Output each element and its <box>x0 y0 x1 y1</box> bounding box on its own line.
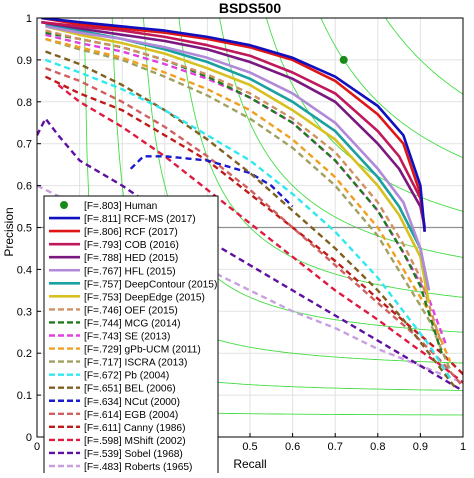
x-axis-label: Recall <box>233 457 266 471</box>
legend-label: [F=.746] OEF (2015) <box>84 305 178 316</box>
series-line <box>129 155 294 208</box>
legend-label: [F=.483] Roberts (1965) <box>84 462 192 473</box>
legend-label: [F=.614] EGB (2004) <box>84 410 178 421</box>
chart-title: BSDS500 <box>219 0 281 16</box>
legend-marker <box>60 201 68 209</box>
y-tick-label: 0.6 <box>17 181 32 193</box>
iso-f-curve <box>178 18 463 298</box>
legend-label: [F=.793] COB (2016) <box>84 240 179 251</box>
legend-label: [F=.806] RCF (2017) <box>84 227 178 238</box>
x-tick-label: 0.5 <box>242 441 257 453</box>
series-line <box>41 20 426 228</box>
series-line <box>41 18 426 232</box>
x-tick-label: 0.9 <box>413 441 428 453</box>
series-line <box>45 25 431 304</box>
legend-label: [F=.634] NCut (2000) <box>84 397 180 408</box>
legend-label: [F=.757] DeepContour (2015) <box>84 279 217 290</box>
y-tick-label: 0.3 <box>17 306 32 318</box>
legend-label: [F=.743] SE (2013) <box>84 332 170 343</box>
x-tick-label: 1 <box>460 441 466 453</box>
series-line <box>45 58 452 379</box>
axes: 00.10.20.30.40.50.60.70.80.9100.10.20.30… <box>17 13 466 453</box>
series-line <box>37 184 463 384</box>
legend-label: [F=.788] HED (2015) <box>84 253 178 264</box>
series-line <box>41 18 426 232</box>
iso-f-curve <box>385 18 463 95</box>
series-line <box>57 84 463 384</box>
series-line <box>45 25 431 291</box>
x-tick-label: 0.6 <box>285 441 300 453</box>
series-lines <box>37 18 463 392</box>
x-tick-label: 0 <box>34 441 40 453</box>
legend-label: [F=.539] Sobel (1968) <box>84 449 183 460</box>
legend-label: [F=.803] Human <box>84 201 157 212</box>
y-tick-label: 0.9 <box>17 55 32 67</box>
y-tick-label: 0.1 <box>17 390 32 402</box>
series-line <box>45 37 452 363</box>
y-tick-label: 0.2 <box>17 348 32 360</box>
y-tick-label: 0 <box>26 432 32 444</box>
y-tick-label: 0.8 <box>17 97 32 109</box>
y-tick-label: 0.7 <box>17 139 32 151</box>
y-tick-label: 1 <box>26 13 32 25</box>
legend-label: [F=.744] MCG (2014) <box>84 318 181 329</box>
legend-label: [F=.753] DeepEdge (2015) <box>84 292 205 303</box>
series-line <box>41 20 426 228</box>
legend-label: [F=.672] Pb (2004) <box>84 371 169 382</box>
series-line <box>45 50 456 388</box>
human-point <box>339 55 348 64</box>
legend-label: [F=.767] HFL (2015) <box>84 266 176 277</box>
series-line <box>45 29 443 346</box>
x-tick-label: 0.7 <box>328 441 343 453</box>
legend-label: [F=.598] MShift (2002) <box>84 436 186 447</box>
legend-label: [F=.811] RCF-MS (2017) <box>84 214 196 225</box>
legend-label: [F=.729] gPb-UCM (2011) <box>84 345 201 356</box>
iso-f-curve <box>320 18 463 159</box>
x-tick-label: 0.8 <box>370 441 385 453</box>
y-tick-label: 0.4 <box>17 264 32 276</box>
y-axis-label: Precision <box>2 207 16 256</box>
y-tick-label: 0.5 <box>17 223 32 235</box>
legend-label: [F=.611] Canny (1986) <box>84 423 185 434</box>
legend-label: [F=.651] BEL (2006) <box>84 384 176 395</box>
legend: [F=.803] Human [F=.811] RCF-MS (2017) [F=.… <box>43 195 219 477</box>
legend-label: [F=.717] ISCRA (2013) <box>84 358 187 369</box>
series-line <box>45 37 452 371</box>
series-line <box>44 75 463 375</box>
